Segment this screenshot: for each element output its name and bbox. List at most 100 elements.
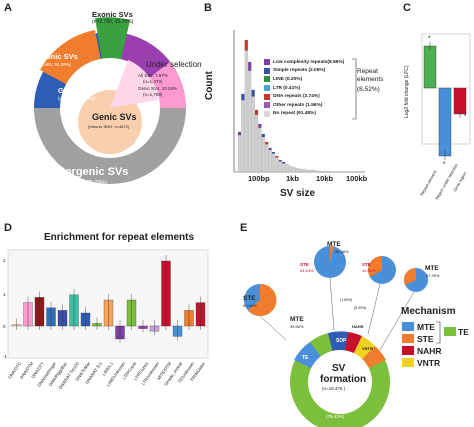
b-xtick-0: 100bp [248, 174, 270, 183]
c-ylabel: Log2 fold change (LFC) [404, 65, 410, 118]
histogram-bar [316, 170, 320, 173]
histogram-bar [319, 170, 323, 173]
b-legend-swatch [264, 76, 270, 83]
center-genic-sub: (Intronic SNG, n=4672) [88, 124, 130, 129]
intronic-sub: (n=1,482, 84.29%) [34, 62, 72, 67]
mech-ste: STE [417, 334, 434, 344]
b-legend-label: LTR (0.41%) [273, 85, 301, 91]
d-title: Enrichment for repeat elements [44, 232, 195, 243]
histogram-bar [302, 168, 306, 173]
b-xtick-2: 10kb [316, 174, 334, 183]
intergenic-sub: (n=14464, 78.29%) [60, 180, 107, 186]
e-seg-sub1: (1.65%) [340, 298, 353, 302]
b-xtick-1: 1kb [286, 174, 299, 183]
b-legend-item: Low complexity repeats(8.56%) [264, 58, 356, 67]
d-ytick-0: 2 [3, 258, 6, 263]
mechanism-title: Mechanism [401, 306, 456, 317]
histogram-bar [248, 61, 252, 173]
histogram-bar [288, 165, 293, 173]
e-mte3-pct: 39.56% [290, 324, 304, 329]
e-seg-sdp: SDP [336, 338, 347, 344]
e-center-title2: formation [320, 374, 367, 385]
histogram-bars [237, 39, 330, 173]
histogram-bar-repeat [275, 156, 279, 158]
histogram-bar [309, 169, 313, 173]
panel-label-c: C [403, 2, 411, 14]
b-legend-item: No repeat (91.48%) [264, 110, 356, 119]
genic-sub: (n=1,758, 10.04%) [58, 96, 96, 101]
b-legend-label: No repeat (91.48%) [273, 111, 316, 117]
panel-a-donut [34, 17, 186, 184]
b-legend-swatch [264, 59, 270, 66]
e-center-n: (n=18,476 ) [322, 386, 346, 391]
c-bar-region [438, 87, 452, 157]
e-seg-vntr: VNTR [362, 346, 373, 351]
histogram-bar [258, 123, 262, 173]
histogram-bar [299, 168, 303, 173]
panel-label-a: A [4, 2, 12, 14]
mech-te: TE [458, 327, 469, 337]
e-seg-te: TE [302, 355, 309, 361]
histogram-bar [322, 170, 327, 173]
b-ylabel: Count [204, 71, 215, 100]
b-legend: Low complexity repeats(8.56%) Simple repe… [264, 58, 356, 118]
histogram-bar [275, 155, 279, 173]
histogram-bar-repeat [278, 160, 282, 162]
d-ytick-1: 1 [3, 292, 6, 297]
c-bar-repeat [423, 45, 437, 89]
histogram-bar [278, 159, 282, 173]
genic-title: Genic SVs [58, 86, 96, 95]
mech-nahr: NAHR [417, 346, 442, 356]
histogram-bar-repeat [268, 148, 272, 150]
pie-mte-right [403, 267, 428, 292]
histogram-bar [271, 151, 276, 173]
e-mte2: MTE [425, 265, 439, 272]
histogram-bar-repeat [282, 162, 286, 164]
e-mte2-pct: 57.35% [426, 273, 440, 278]
e-mte3: MTE [290, 316, 304, 323]
e-seg-nahr: NAHR [352, 324, 364, 329]
histogram-bar [305, 169, 310, 173]
histogram-bar-repeat [248, 62, 252, 71]
b-legend-label: Low complexity repeats(8.56%) [273, 59, 345, 65]
panel-c-lfc: * * * [421, 33, 471, 168]
under-selection-label: Under selection [146, 60, 202, 69]
e-ste1: STE [300, 262, 309, 267]
panel-label-d: D [4, 222, 12, 234]
repeat-title: Repeat elements [357, 68, 384, 83]
under-selection-wedge [110, 60, 158, 108]
histogram-bar [268, 147, 272, 173]
histogram-bar-repeat [238, 132, 241, 136]
e-donut-hole [308, 350, 372, 414]
e-ste1-pct: 54.64% [300, 268, 314, 273]
e-ste2: STE [362, 262, 371, 267]
pie-ste-left [244, 283, 277, 316]
genic-svs-pct: Genic SVs: 10.04% [138, 86, 178, 91]
c-star-2: * [464, 114, 467, 120]
mech-mte: MTE [417, 322, 435, 332]
panel-e-formation [244, 245, 456, 427]
e-ste3-pct: 60.44% [243, 303, 257, 308]
pie-ste-mid [368, 256, 396, 284]
b-legend-label: LINE (0.20%) [273, 76, 303, 82]
e-ste2-pct: 42.65% [362, 268, 376, 273]
all-svs-n: (n=1,473) [143, 79, 163, 84]
b-legend-swatch [264, 85, 270, 92]
histogram-bar-repeat [241, 94, 245, 101]
panel-label-e: E [240, 222, 248, 234]
b-legend-swatch [264, 93, 270, 100]
c-star-1: * [443, 162, 446, 168]
e-delins-pct: (79.43%) [326, 414, 345, 419]
repeat-pct: (8.52%) [357, 86, 380, 93]
center-genic-title: Genic SVs [92, 112, 137, 122]
histogram-bar-repeat [265, 142, 269, 145]
e-center-title: SV [332, 363, 346, 374]
histogram-bar-repeat [272, 152, 275, 154]
exonic-sub: (n=2,780, 15.70%) [92, 19, 134, 25]
e-ste3: STE [243, 295, 256, 302]
exonic-title: Exonic SVs [92, 10, 133, 19]
pie-mte-top [314, 245, 346, 278]
d-ytick-3: -1 [3, 354, 8, 359]
histogram-bar [241, 93, 245, 173]
b-legend-item: DNA repeats (3.74%) [264, 92, 356, 101]
